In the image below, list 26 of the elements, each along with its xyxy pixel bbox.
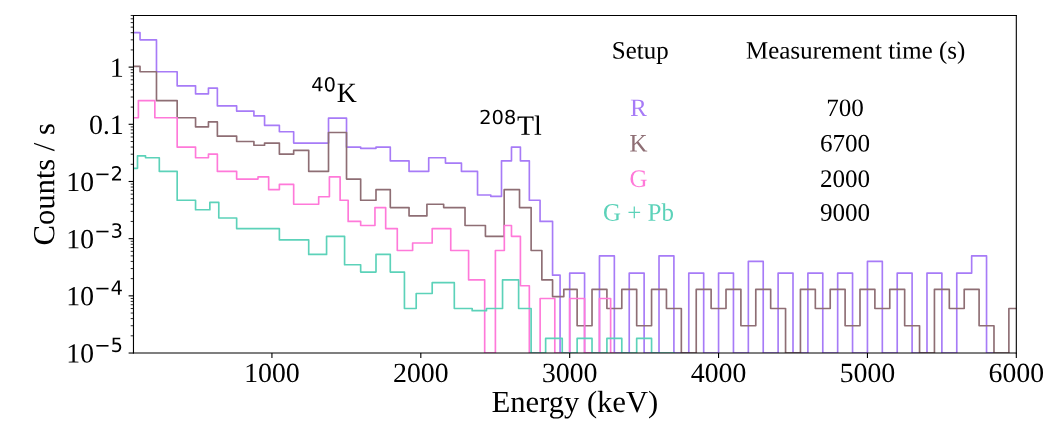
x-tick-label: 2000 [394, 363, 448, 383]
text: G + Pb [603, 203, 674, 221]
annotation: $^{40}$K [312, 76, 357, 102]
y-tick-label: 10$^{−4}$ [68, 280, 122, 306]
y-tick-label: 10$^{−5}$ [68, 337, 122, 363]
annotation: 700 [827, 99, 863, 117]
annotation: 6700 [821, 134, 870, 152]
text: R [630, 99, 647, 117]
annotation: 9000 [820, 204, 870, 221]
y-tick-label: 10$^{−3}$ [68, 223, 122, 249]
x-tick-label: 3000 [543, 363, 597, 383]
annotation: Setup [613, 42, 668, 64]
y-tick-label: 1 [112, 58, 123, 77]
x-tick-label: 4000 [691, 363, 746, 383]
x-tick-label: 1000 [246, 363, 299, 383]
annotation: Measurement time (s) [746, 41, 965, 64]
x-tick-label: 5000 [841, 363, 895, 383]
y-tick-label: 10$^{−2}$ [68, 166, 122, 192]
x-axis-title: Energy (keV) [492, 390, 657, 419]
y-axis-title: Counts / s [33, 124, 55, 245]
x-tick-label: 6000 [989, 363, 1044, 383]
annotation: 2000 [821, 170, 870, 188]
text: G [630, 170, 647, 188]
y-tick-label: 0.1 [90, 115, 123, 135]
annotation: $^{208}$Tl [480, 109, 542, 135]
text: K [630, 135, 648, 152]
